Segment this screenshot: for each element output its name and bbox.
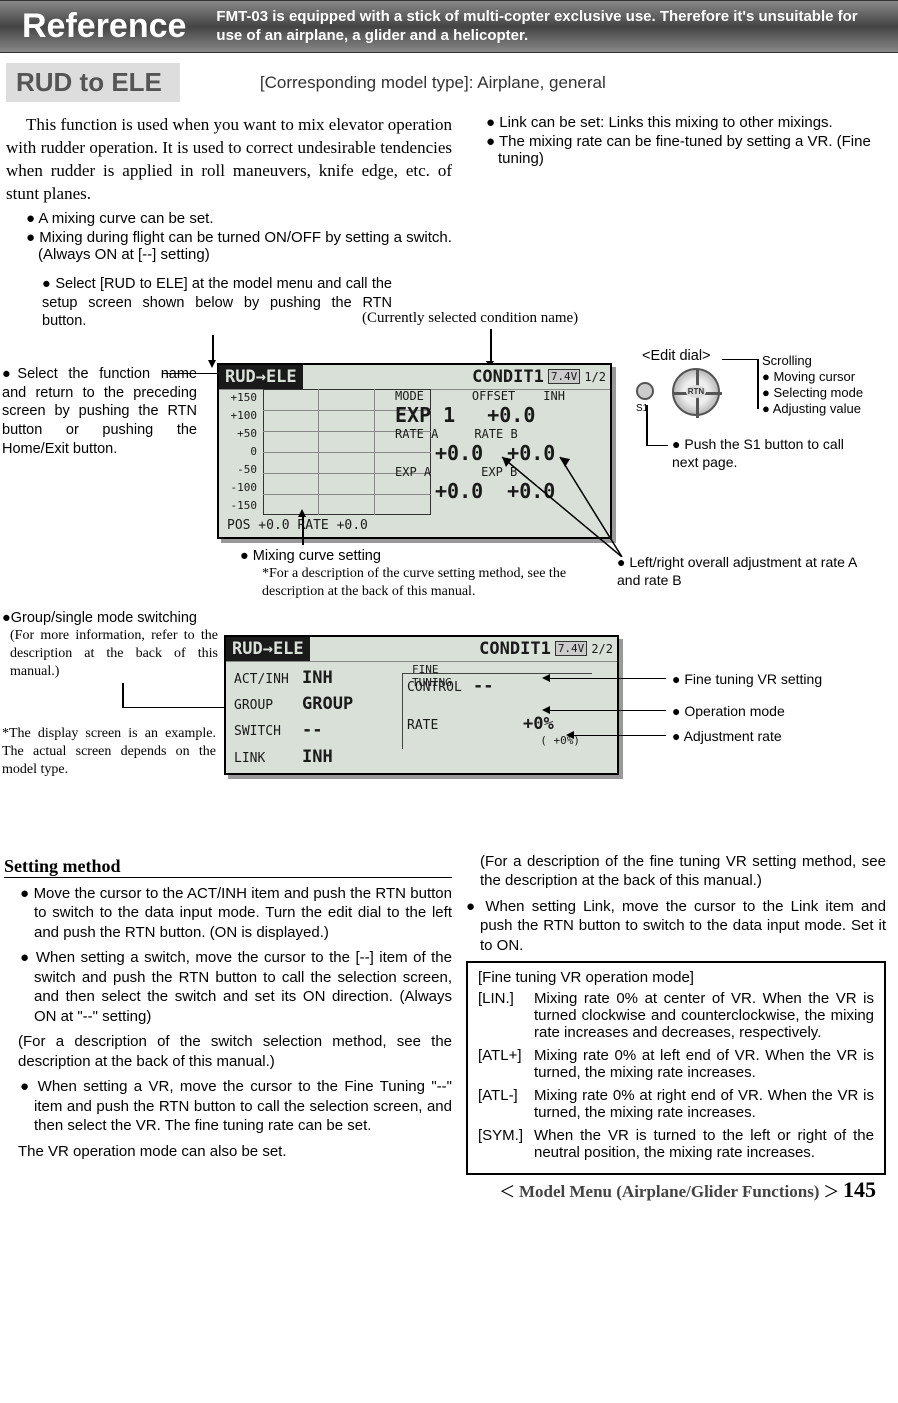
intro-text: This function is used when you want to m… <box>6 114 452 206</box>
ann-group-note: (For more information, refer to the desc… <box>10 627 218 682</box>
arrow-line <box>122 683 124 707</box>
arrow-head-icon <box>298 509 306 517</box>
lcd2-page: 2/2 <box>591 642 613 656</box>
arrow-head-icon <box>542 674 550 682</box>
ann-display-example: *The display screen is an example. The a… <box>2 725 216 780</box>
feature-item: A mixing curve can be set. <box>26 210 452 227</box>
arrow-head-icon <box>542 706 550 714</box>
section-head: RUD to ELE [Corresponding model type]: A… <box>0 53 898 108</box>
y-label: +150 <box>225 391 257 404</box>
arrow-diag <box>554 447 634 557</box>
ann-fine-tuning: ● Fine tuning VR setting <box>672 670 822 688</box>
ann-top-instruction: Select [RUD to ELE] at the model menu an… <box>42 275 392 332</box>
section-title: RUD to ELE <box>6 63 180 102</box>
lcd2-head: RUD→ELE CONDIT1 7.4V 2/2 <box>226 637 617 662</box>
setting-note: The VR operation mode can also be set. <box>4 1142 452 1162</box>
arrow-line <box>212 335 214 360</box>
arrow-line <box>574 735 666 737</box>
setting-list-left2: When setting a VR, move the cursor to th… <box>4 1077 452 1136</box>
arrow-line <box>722 359 757 361</box>
setting-method-title: Setting method <box>4 856 452 878</box>
y-label: +100 <box>225 409 257 422</box>
vr-item: [ATL-]Mixing rate 0% at right end of VR.… <box>478 1087 874 1121</box>
setting-right-note: (For a description of the fine tuning VR… <box>466 852 886 891</box>
setting-item: When setting a VR, move the cursor to th… <box>20 1077 452 1136</box>
arrow-line <box>122 707 232 709</box>
arrow-line <box>550 678 666 680</box>
arrow-line <box>550 710 666 712</box>
ann-scroll-item: ● Adjusting value <box>762 401 861 418</box>
ann-adj-rate: ● Adjustment rate <box>672 727 782 745</box>
arrow-line <box>646 405 648 445</box>
feature-item: Link can be set: Links this mixing to ot… <box>486 114 886 131</box>
lcd2-cond: CONDIT1 <box>479 639 551 659</box>
ann-op-mode: ● Operation mode <box>672 702 785 720</box>
lcd1-pos: POS +0.0 RATE +0.0 <box>227 518 368 533</box>
lcd1-cond: CONDIT1 <box>472 367 544 387</box>
model-type: [Corresponding model type]: Airplane, ge… <box>260 73 606 93</box>
lcd1-title: RUD→ELE <box>219 365 303 389</box>
ann-group: ●Group/single mode switching <box>2 609 197 628</box>
ann-select-fn: ●Select the function name and return to … <box>2 365 197 459</box>
ann-scrolling: Scrolling <box>762 353 812 370</box>
ann-scroll-item: ● Selecting mode <box>762 385 863 402</box>
setting-item: When setting a switch, move the cursor t… <box>20 948 452 1026</box>
y-label: +50 <box>225 427 257 440</box>
reference-header: Reference FMT-03 is equipped with a stic… <box>0 0 898 53</box>
setting-columns: Setting method Move the cursor to the AC… <box>2 840 892 1176</box>
vr-item: [ATL+]Mixing rate 0% at left end of VR. … <box>478 1047 874 1081</box>
setting-note: (For a description of the switch selecti… <box>4 1032 452 1071</box>
ann-mix-setting: ● Mixing curve setting <box>240 547 381 566</box>
arrow-head-icon <box>566 731 574 739</box>
reference-title: Reference <box>0 1 208 52</box>
ann-lr: ● Left/right overall adjustment at rate … <box>617 553 877 589</box>
ann-mix-note: *For a description of the curve setting … <box>262 565 582 601</box>
arrow-line <box>757 359 759 409</box>
arrow-line <box>490 329 492 361</box>
s1-button-icon <box>636 382 654 400</box>
top-columns: This function is used when you want to m… <box>2 108 892 265</box>
vr-item: [SYM.]When the VR is turned to the left … <box>478 1127 874 1161</box>
vr-mode-box: [Fine tuning VR operation mode] [LIN.]Mi… <box>466 961 886 1175</box>
arrow-line <box>302 517 304 545</box>
vr-box-head: [Fine tuning VR operation mode] <box>478 969 874 986</box>
dial-wrap: S1 RTN <box>672 368 720 416</box>
lcd1-batt: 7.4V <box>548 369 581 384</box>
feature-list-right: Link can be set: Links this mixing to ot… <box>466 114 886 167</box>
y-label: -100 <box>225 481 257 494</box>
lcd1-head: RUD→ELE CONDIT1 7.4V 1/2 <box>219 365 610 390</box>
ann-edit-dial-label: <Edit dial> <box>642 347 711 366</box>
setting-item: Move the cursor to the ACT/INH item and … <box>20 884 452 943</box>
page-footer: ＜ Model Menu (Airplane/Glider Functions)… <box>2 1175 892 1205</box>
lcd1-page: 1/2 <box>584 370 606 384</box>
ann-s1: ● Push the S1 button to call next page. <box>672 435 872 471</box>
feature-item: The mixing rate can be fine-tuned by set… <box>486 133 886 167</box>
ann-scroll-item: ● Moving cursor <box>762 369 855 386</box>
setting-list-left: Move the cursor to the ACT/INH item and … <box>4 884 452 1027</box>
annotation-area: Select [RUD to ELE] at the model menu an… <box>2 275 892 840</box>
lcd2-batt: 7.4V <box>555 641 588 656</box>
lcd2-title: RUD→ELE <box>226 637 310 661</box>
arrow-line <box>162 373 218 375</box>
ann-cond-name: (Currently selected condition name) <box>362 309 578 329</box>
y-label: -50 <box>225 463 257 476</box>
setting-item: When setting Link, move the cursor to th… <box>466 897 886 956</box>
y-label: 0 <box>225 445 257 458</box>
y-label: -150 <box>225 499 257 512</box>
page-number: 145 <box>843 1177 876 1202</box>
edit-dial-icon: RTN <box>672 368 720 416</box>
reference-warning: FMT-03 is equipped with a stick of multi… <box>208 2 898 52</box>
arrow-head-icon <box>208 360 216 368</box>
vr-item: [LIN.]Mixing rate 0% at center of VR. Wh… <box>478 990 874 1041</box>
lcd-screen-2: RUD→ELE CONDIT1 7.4V 2/2 ACT/INHINH GROU… <box>224 635 619 775</box>
feature-list-left: A mixing curve can be set. Mixing during… <box>6 210 452 263</box>
lcd2-left: ACT/INHINH GROUPGROUP SWITCH-- LINKINH <box>234 665 353 770</box>
feature-item: Mixing during flight can be turned ON/OF… <box>26 229 452 263</box>
setting-list-right: When setting Link, move the cursor to th… <box>466 897 886 956</box>
arrow-line <box>646 445 668 447</box>
